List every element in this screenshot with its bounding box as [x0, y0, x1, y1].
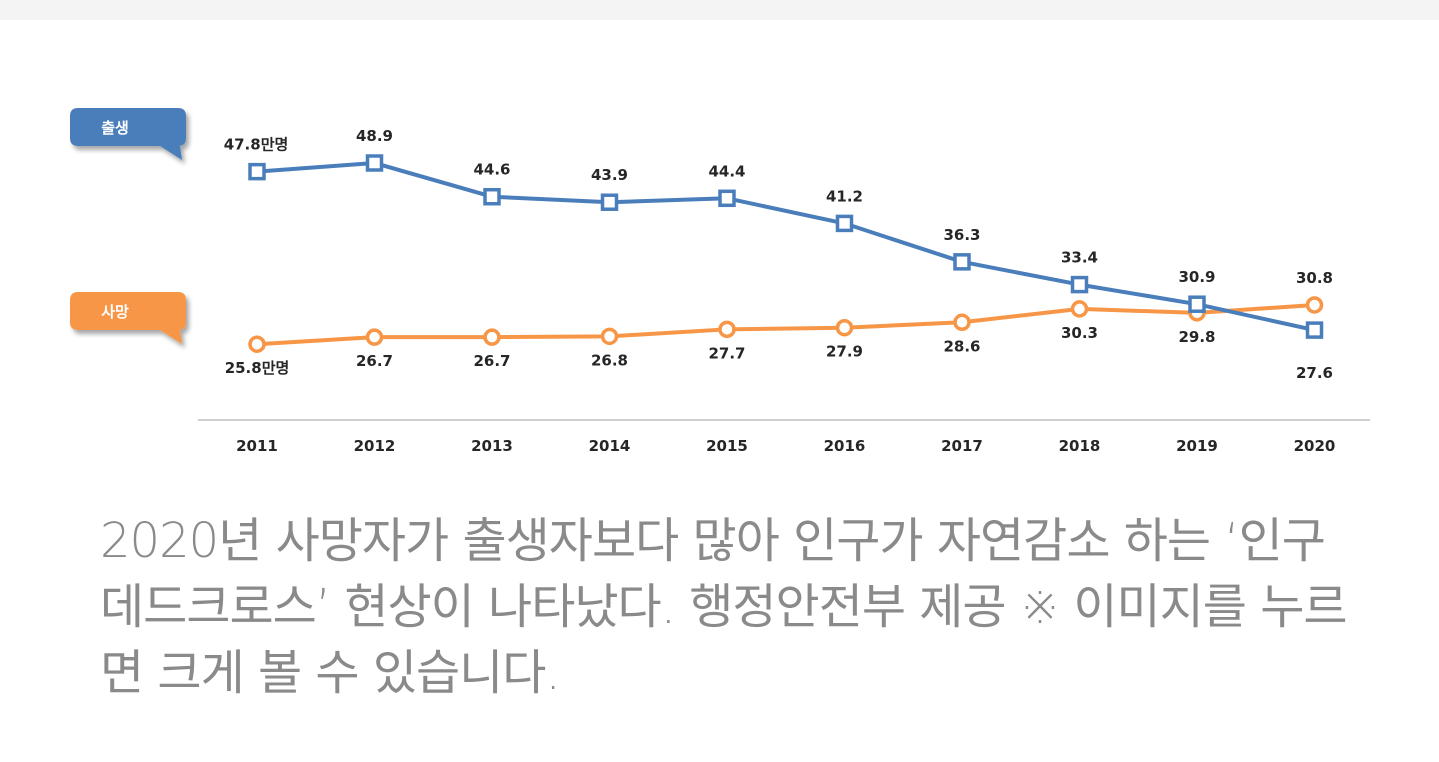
data-point: [718, 189, 736, 208]
data-point: [483, 328, 501, 346]
legend-callout-birth: [70, 108, 186, 160]
data-label: 48.9: [356, 127, 393, 145]
data-point: [718, 320, 736, 339]
data-point: [835, 214, 854, 233]
data-point: [1305, 321, 1324, 339]
x-tick-label: 2012: [354, 437, 396, 455]
data-point: [483, 187, 501, 206]
data-label: 36.3: [943, 226, 980, 244]
x-tick-label: 2015: [706, 437, 748, 455]
x-tick-label: 2013: [471, 437, 513, 455]
data-label: 28.6: [943, 337, 980, 355]
data-label: 26.7: [473, 352, 510, 370]
x-tick-label: 2018: [1059, 437, 1101, 455]
data-point: [248, 335, 266, 353]
line-chart: 출생 사망 2011 2012 2013 2014 2015 2016 2017 2018 20…: [70, 108, 1370, 455]
data-label: 30.8: [1296, 269, 1333, 287]
data-point: [365, 328, 384, 346]
data-label: 27.7: [708, 344, 745, 362]
legend-callout-death: [70, 292, 186, 344]
data-point: [600, 193, 619, 211]
data-label: 44.4: [708, 162, 745, 180]
x-tick-label: 2019: [1176, 437, 1218, 455]
legend-label-birth: 출생: [101, 119, 129, 137]
legend-label-death: 사망: [101, 303, 129, 321]
data-label: 30.9: [1178, 268, 1215, 286]
top-band: [0, 0, 1439, 20]
data-point: [835, 318, 854, 337]
data-point: [953, 313, 971, 332]
data-point: [600, 327, 619, 346]
data-point: [953, 253, 971, 271]
data-label: 27.9: [826, 343, 863, 361]
series-line: [256, 161, 1315, 333]
data-label: 41.2: [826, 187, 863, 205]
data-label: 47.8만명: [224, 136, 289, 154]
data-label: 30.3: [1061, 324, 1098, 342]
data-point: [1070, 275, 1089, 294]
caption: 2020년 사망자가 출생자보다 많아 인구가 자연감소 하는 ‘인구 데드크로…: [100, 513, 1348, 701]
data-point: [1188, 295, 1206, 313]
data-label: 26.8: [591, 351, 628, 369]
data-label: 27.6: [1296, 364, 1333, 382]
data-label: 25.8만명: [225, 359, 290, 377]
x-tick-label: 2020: [1294, 437, 1336, 455]
x-tick-label: 2016: [824, 437, 866, 455]
x-tick-label: 2014: [589, 437, 631, 455]
x-tick-label: 2017: [941, 437, 983, 455]
data-label: 33.4: [1061, 249, 1098, 267]
data-label: 29.8: [1178, 328, 1215, 346]
series-line: [256, 302, 1315, 347]
data-label: 44.6: [473, 161, 510, 179]
x-tick-label: 2011: [236, 437, 278, 455]
data-label: 43.9: [591, 166, 628, 184]
data-point: [248, 162, 266, 181]
data-point: [1070, 300, 1089, 318]
data-point: [1305, 296, 1324, 314]
data-point: [365, 154, 384, 172]
data-label: 26.7: [356, 352, 393, 370]
